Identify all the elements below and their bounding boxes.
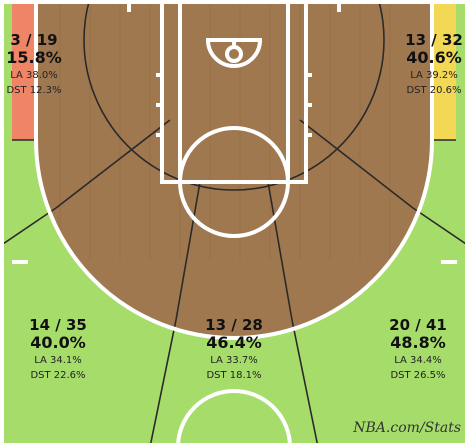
center-circle-arc xyxy=(176,389,292,447)
left-wing-3-pct-label: 40.0% xyxy=(30,333,86,352)
credit-label: NBA.com/Stats xyxy=(352,420,461,436)
right-wing-3-made-attempts-label: 20 / 41 xyxy=(389,316,447,334)
center-3-league-avg-label: LA 33.7% xyxy=(210,355,258,366)
restricted-area-arc xyxy=(206,39,262,68)
center-3-distribution-label: DST 18.1% xyxy=(206,370,261,381)
left-corner-3-distribution-label: DST 12.3% xyxy=(6,85,61,96)
right-corner-3-made-attempts-label: 13 / 32 xyxy=(405,31,463,49)
right-wing-3-pct-label: 48.8% xyxy=(390,333,446,352)
three-point-arc xyxy=(34,139,434,340)
left-corner-3-pct-label: 15.8% xyxy=(6,48,62,67)
center-3-pct-label: 46.4% xyxy=(206,333,262,352)
left-corner-3-made-attempts-label: 3 / 19 xyxy=(10,31,57,49)
free-throw-circle xyxy=(178,126,290,238)
right-wing-3-distribution-label: DST 26.5% xyxy=(390,370,445,381)
right-corner-3-distribution-label: DST 20.6% xyxy=(406,85,461,96)
left-corner-3-league-avg-label: LA 38.0% xyxy=(10,70,58,81)
right-corner-3-league-avg-label: LA 39.2% xyxy=(410,70,458,81)
right-corner-3-pct-label: 40.6% xyxy=(406,48,462,67)
right-corner-three-zone xyxy=(432,0,456,140)
right-wing-3-league-avg-label: LA 34.4% xyxy=(394,355,442,366)
left-wing-3-league-avg-label: LA 34.1% xyxy=(34,355,82,366)
paint-inner xyxy=(178,0,290,184)
left-wing-3-distribution-label: DST 22.6% xyxy=(30,370,85,381)
center-3-made-attempts-label: 13 / 28 xyxy=(205,316,263,334)
wood-grain xyxy=(59,0,391,260)
left-wing-3-made-attempts-label: 14 / 35 xyxy=(29,316,87,334)
left-corner-three-zone xyxy=(12,0,36,140)
rim xyxy=(225,45,243,63)
